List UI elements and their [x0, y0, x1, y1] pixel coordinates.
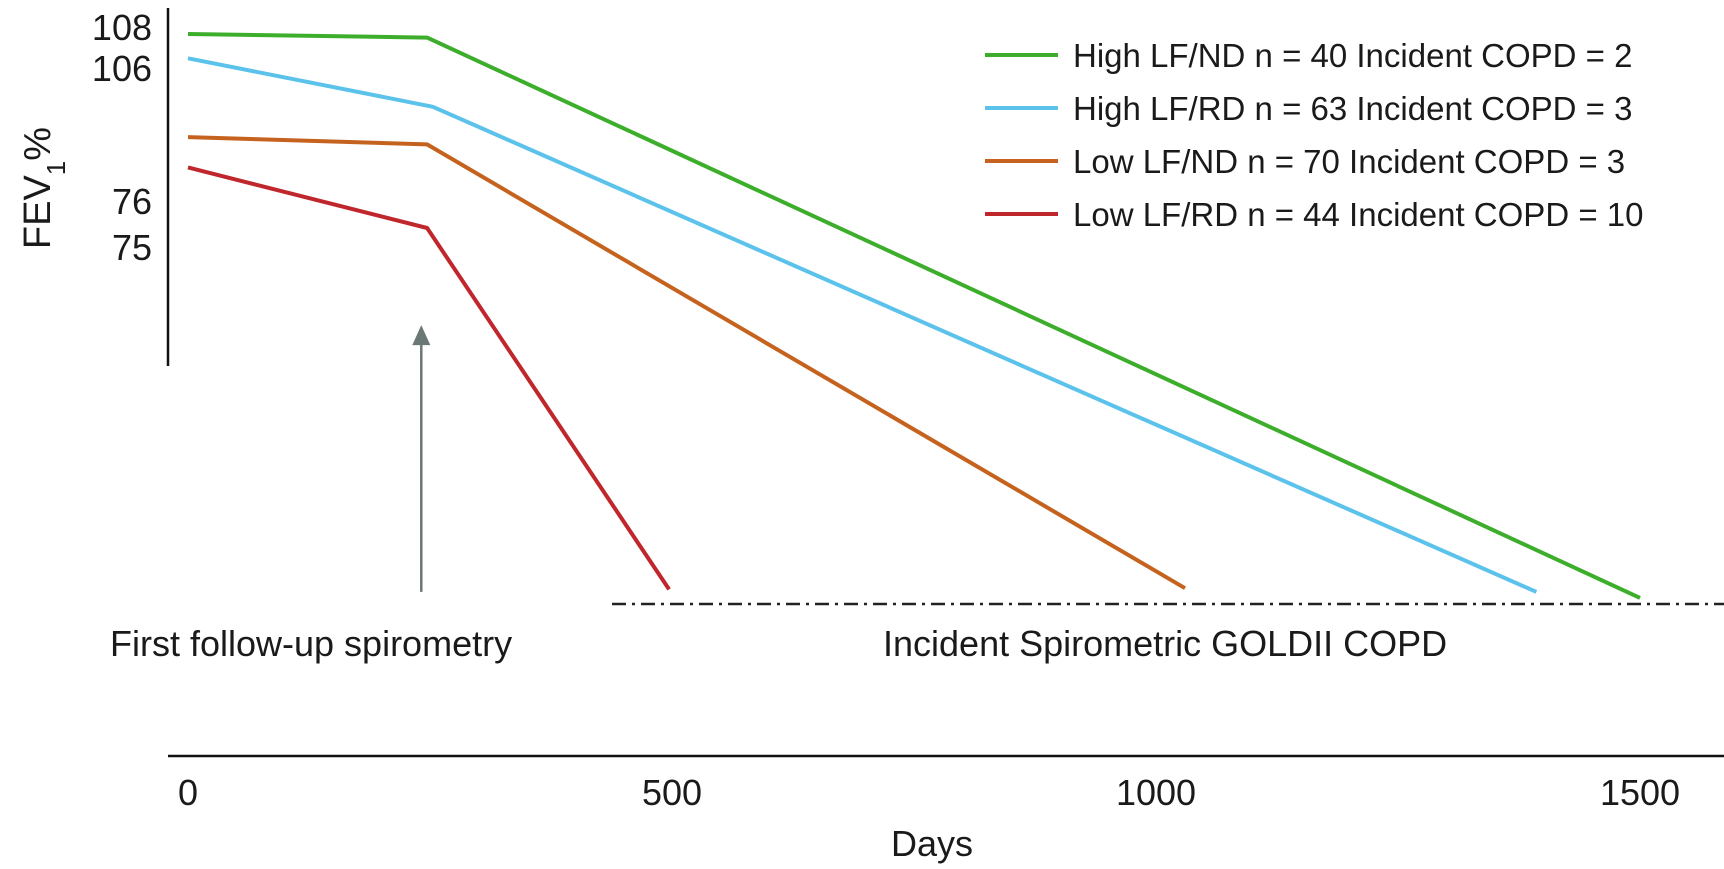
- legend-label: Low LF/ND n = 70 Incident COPD = 3: [1073, 143, 1625, 180]
- y-axis-label-main: FEV: [17, 175, 59, 250]
- series-line-high-lf-rd: [187, 56, 1538, 594]
- x-tick-labels: 0 500 1000 1500: [178, 772, 1680, 813]
- x-tick-label: 0: [178, 772, 198, 813]
- y-axis-label: FEV1%: [17, 127, 71, 249]
- start-label-low-lf-rd: 75: [112, 227, 152, 268]
- annotation-first-follow-up: First follow-up spirometry: [110, 623, 512, 664]
- legend-label: Low LF/RD n = 44 Incident COPD = 10: [1073, 196, 1643, 233]
- x-tick-label: 500: [642, 772, 702, 813]
- legend: High LF/ND n = 40 Incident COPD = 2 High …: [985, 37, 1643, 233]
- start-label-high-lf-nd: 108: [92, 7, 152, 48]
- annotation-incident-copd: Incident Spirometric GOLDII COPD: [883, 623, 1447, 664]
- follow-up-arrow-head: [412, 325, 431, 346]
- x-axis-label: Days: [891, 823, 973, 864]
- series-line-low-lf-nd: [187, 135, 1187, 590]
- series-line-low-lf-rd: [187, 165, 671, 591]
- start-label-low-lf-nd: 76: [112, 181, 152, 222]
- y-axis-label-suffix: %: [17, 127, 59, 161]
- x-tick-label: 1000: [1116, 772, 1196, 813]
- x-tick-label: 1500: [1600, 772, 1680, 813]
- start-label-high-lf-rd: 106: [92, 48, 152, 89]
- legend-label: High LF/RD n = 63 Incident COPD = 3: [1073, 90, 1632, 127]
- legend-label: High LF/ND n = 40 Incident COPD = 2: [1073, 37, 1632, 74]
- series-line-high-lf-nd: [187, 32, 1641, 600]
- y-axis-label-sub: 1: [41, 161, 71, 175]
